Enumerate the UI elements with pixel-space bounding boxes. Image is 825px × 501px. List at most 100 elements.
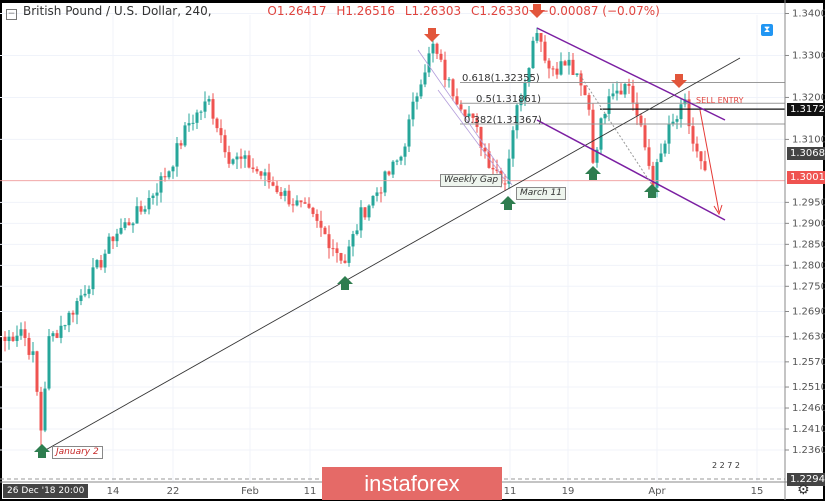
candle-body: [363, 207, 367, 218]
candle-body: [11, 336, 15, 342]
x-tick-label: 11: [304, 486, 317, 497]
y-tick-label: 1.24100: [792, 424, 825, 435]
candle-body: [407, 119, 411, 147]
candle: [39, 386, 43, 448]
candle: [447, 77, 451, 88]
candle-body: [131, 223, 135, 226]
candle: [559, 52, 563, 76]
candle-body: [79, 295, 83, 302]
candle-body: [523, 82, 527, 100]
candle-body: [427, 53, 431, 73]
candle-body: [279, 192, 283, 196]
candle-body: [507, 158, 511, 184]
support-trend-line: [41, 57, 741, 453]
candle: [495, 159, 499, 174]
candle-body: [311, 207, 315, 214]
candle: [287, 184, 291, 207]
candle-body: [187, 123, 191, 126]
candle: [351, 230, 355, 257]
candle-body: [163, 176, 167, 178]
candle-body: [591, 109, 595, 163]
candle-body: [495, 169, 499, 172]
candle-body: [95, 260, 99, 268]
candle: [167, 170, 171, 180]
candle-body: [319, 220, 323, 228]
chart-legend: − British Pound / U.S. Dollar, 240, O1.26…: [6, 4, 666, 20]
candle: [623, 82, 627, 98]
candle-body: [227, 152, 231, 164]
candle: [63, 324, 67, 330]
march-11-note: March 11: [516, 187, 566, 200]
candle: [299, 200, 303, 208]
change-value: −0.00087 (−0.07%): [538, 4, 660, 18]
candle: [307, 197, 311, 209]
weekly-gap-note: Weekly Gap: [440, 174, 503, 187]
candle: [379, 186, 383, 203]
candle-body: [111, 236, 115, 242]
x-tick-label: 19: [562, 486, 575, 497]
candle-body: [247, 155, 251, 168]
economic-events[interactable]: 2 2 7 2: [712, 461, 740, 470]
candle: [571, 52, 575, 76]
candle: [127, 218, 131, 226]
candle-body: [271, 182, 275, 186]
candle: [75, 297, 79, 325]
candle: [315, 209, 319, 228]
candle: [467, 105, 471, 120]
collapse-icon[interactable]: −: [6, 9, 17, 20]
candle-body: [139, 206, 143, 212]
candle: [339, 252, 343, 264]
candle-body: [535, 33, 539, 41]
candle: [323, 225, 327, 235]
candle: [87, 285, 91, 299]
candle-body: [671, 121, 675, 125]
y-tick-label: 1.26900: [792, 306, 825, 317]
candle-body: [239, 156, 243, 159]
candle-body: [475, 117, 479, 127]
candle-body: [587, 95, 591, 110]
candle: [179, 140, 183, 150]
candle: [511, 126, 515, 167]
candle: [119, 218, 123, 235]
candle-body: [387, 171, 391, 175]
gear-icon[interactable]: ⚙: [797, 482, 810, 498]
y-tick-label: 1.31000: [792, 134, 825, 145]
candle-body: [623, 84, 627, 95]
y-tick-label: 1.23600: [792, 445, 825, 456]
candle-body: [379, 192, 383, 194]
projection-arrow: [699, 109, 720, 213]
candle: [375, 187, 379, 202]
candle: [191, 114, 195, 131]
crosshair-date: 26 Dec '18 20:00: [3, 484, 89, 498]
candle: [363, 207, 367, 220]
candle-body: [59, 325, 63, 338]
candle-body: [19, 329, 23, 336]
y-tick-label: 1.32000: [792, 92, 825, 103]
candle-body: [359, 207, 363, 231]
candle: [79, 289, 83, 306]
candle: [487, 143, 491, 169]
candle-body: [87, 289, 91, 294]
candle: [283, 188, 287, 202]
candle: [619, 83, 623, 95]
candle-body: [487, 151, 491, 168]
channel-upper-line: [536, 27, 726, 121]
candle-body: [127, 222, 131, 226]
candle-body: [627, 84, 631, 86]
candle: [15, 325, 19, 347]
candle-body: [643, 125, 647, 148]
candle: [259, 170, 263, 180]
sell-arrow-icon: [424, 28, 440, 42]
sell-arrow-icon: [529, 4, 545, 18]
candle: [631, 79, 635, 111]
candle: [23, 321, 27, 347]
candle: [199, 110, 203, 120]
candle: [543, 35, 547, 64]
candle: [67, 310, 71, 333]
hourglass-icon[interactable]: ⧗: [761, 24, 773, 36]
x-tick-label: Feb: [241, 486, 259, 497]
candle: [11, 332, 15, 342]
x-tick-label: 15: [751, 486, 764, 497]
candle-body: [63, 325, 67, 327]
